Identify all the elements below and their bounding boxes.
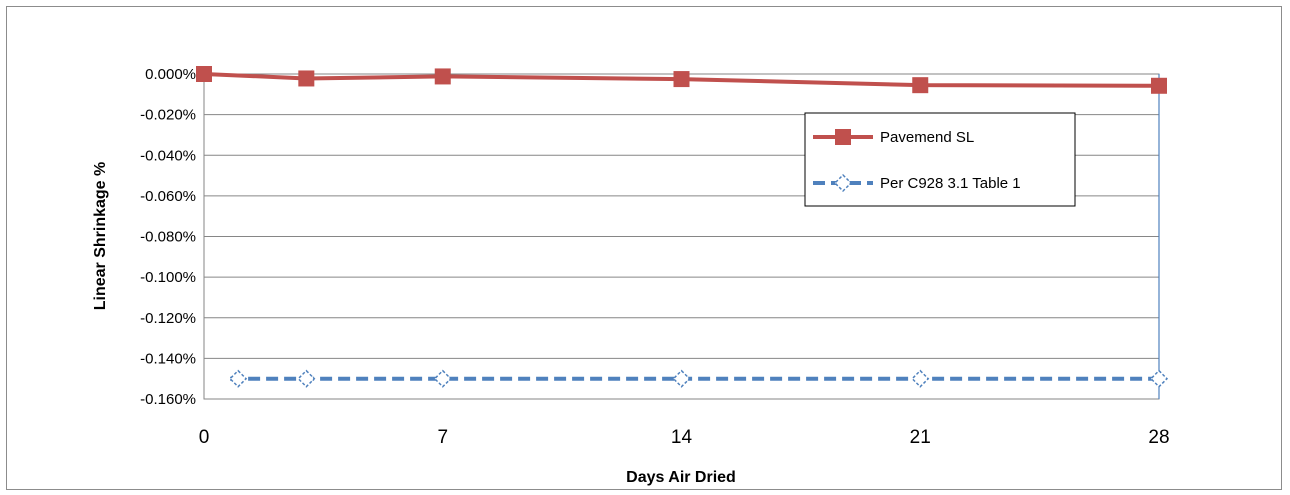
y-tick-label: -0.120% [140, 310, 196, 327]
x-axis-tick-labels: 0 7 14 21 28 [199, 427, 1170, 448]
x-tick-label: 7 [437, 427, 448, 448]
y-tick-label: -0.040% [140, 147, 196, 164]
series-pavemend-point [434, 68, 451, 85]
series-pavemend-point [1151, 77, 1167, 94]
legend: Pavemend SL Per C928 3.1 Table 1 [804, 112, 1076, 207]
y-tick-label: -0.020% [140, 107, 196, 124]
y-tick-label: -0.100% [140, 269, 196, 286]
series-pavemend-point [912, 77, 929, 94]
series-c928-point [433, 369, 452, 388]
y-tick-label: -0.140% [140, 350, 196, 367]
y-tick-label: -0.080% [140, 229, 196, 246]
series-pavemend-point [196, 66, 212, 82]
series-c928-point [297, 369, 316, 388]
legend-box [804, 112, 1076, 207]
series-c928-point [672, 369, 691, 388]
series-c928-point [229, 369, 248, 388]
y-tick-label: 0.000% [145, 66, 196, 83]
series-pavemend-point [673, 71, 690, 88]
series-layer [196, 66, 1169, 388]
x-tick-label: 28 [1148, 427, 1169, 448]
legend-marker-c928 [833, 173, 853, 193]
y-axis-title: Linear Shrinkage % [92, 162, 109, 311]
x-tick-label: 14 [671, 427, 693, 448]
x-tick-label: 21 [910, 427, 931, 448]
legend-marker-pavemend [835, 129, 851, 145]
gridlines [203, 73, 1160, 400]
series-c928-point [1149, 369, 1169, 388]
x-axis-title: Days Air Dried [626, 469, 736, 486]
series-pavemend-point [298, 70, 315, 87]
y-tick-label: -0.060% [140, 188, 196, 205]
legend-label-c928: Per C928 3.1 Table 1 [880, 175, 1021, 192]
y-tick-label: -0.160% [140, 391, 196, 408]
legend-label-pavemend: Pavemend SL [880, 129, 974, 146]
y-axis-tick-labels: 0.000% -0.020% -0.040% -0.060% -0.080% -0.100… [140, 66, 196, 408]
series-c928-point [911, 369, 930, 388]
x-tick-label: 0 [199, 427, 210, 448]
series-pavemend-line [203, 72, 1160, 88]
